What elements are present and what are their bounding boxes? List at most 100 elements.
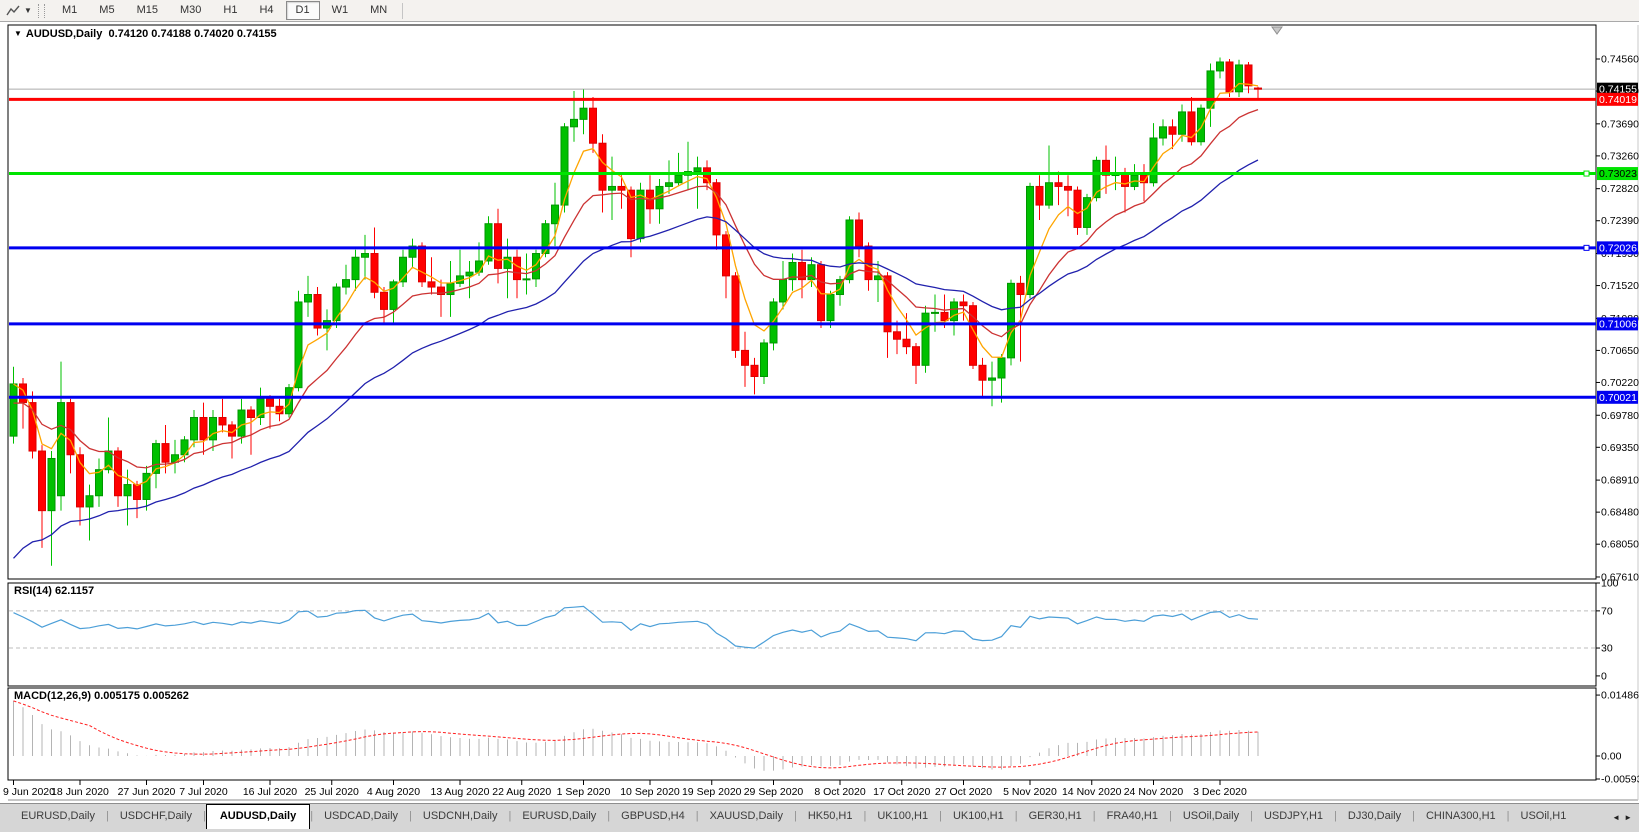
rsi-value: 62.1157 [54, 585, 95, 597]
chart-tab-china300-h1[interactable]: CHINA300,H1 [1425, 810, 1496, 822]
svg-text:0.73260: 0.73260 [1601, 150, 1639, 162]
svg-text:0.73023: 0.73023 [1599, 168, 1637, 180]
toolbar-separator [402, 2, 404, 19]
chart-tab-eurusd-daily[interactable]: EURUSD,Daily [522, 810, 597, 822]
tab-separator: | [409, 810, 412, 822]
macd-indicator-label: MACD(12,26,9) 0.005175 0.005262 [14, 690, 189, 702]
date-label: 8 Oct 2020 [814, 786, 866, 798]
chart-tab-xauusd-daily[interactable]: XAUUSD,Daily [709, 810, 783, 822]
chart-tab-ger30-h1[interactable]: GER30,H1 [1028, 810, 1082, 822]
ma-mid-line [13, 108, 1259, 469]
timeframe-button-m5[interactable]: M5 [99, 4, 115, 16]
tab-separator: | [105, 810, 109, 822]
chart-tab-uk100-h1[interactable]: UK100,H1 [952, 810, 1004, 822]
rsi-indicator-label: RSI(14) 62.1157 [14, 585, 94, 597]
tab-separator: | [793, 810, 797, 822]
macd-values: 0.005175 0.005262 [94, 690, 189, 702]
svg-text:0.68910: 0.68910 [1601, 475, 1639, 487]
chart-tools-dropdown-caret-icon[interactable]: ▼ [24, 6, 32, 15]
svg-text:0.68050: 0.68050 [1601, 539, 1639, 551]
tab-separator: | [607, 810, 611, 822]
svg-text:0.69780: 0.69780 [1601, 410, 1639, 422]
tab-separator: | [1506, 810, 1510, 822]
date-label: 19 Sep 2020 [682, 786, 742, 798]
chart-tab-audusd-daily[interactable]: AUDUSD,Daily [205, 804, 311, 829]
chart-tab-dj30-daily[interactable]: DJ30,Daily [1347, 810, 1402, 822]
svg-text:0.74019: 0.74019 [1599, 94, 1637, 106]
level-price-badge: 0.73023 [1597, 167, 1638, 181]
svg-text:30: 30 [1601, 643, 1613, 655]
timeframe-button-m1[interactable]: M1 [62, 4, 78, 16]
timeframe-button-d1[interactable]: D1 [285, 1, 320, 20]
chart-tab-usdchf-daily[interactable]: USDCHF,Daily [119, 810, 192, 822]
level-line-handle[interactable] [1583, 244, 1590, 251]
chart-canvas[interactable]: 0.745600.741300.736900.732600.728200.723… [0, 0, 1639, 803]
timeframe-button-group: M1 M5 M15 M30 H1 H4 D1 W1 MN [51, 1, 398, 20]
svg-text:0.67610: 0.67610 [1601, 571, 1639, 583]
chart-tab-eurusd-daily[interactable]: EURUSD,Daily [21, 810, 95, 822]
tab-separator: | [863, 810, 867, 822]
level-price-badge: 0.72026 [1597, 241, 1638, 255]
date-label: 18 Jun 2020 [51, 786, 109, 798]
toolbar-grip[interactable] [38, 3, 45, 18]
timeframe-button-w1[interactable]: W1 [331, 4, 349, 16]
price-axis: 0.745600.741300.736900.732600.728200.723… [1596, 54, 1639, 583]
date-label: 4 Aug 2020 [367, 786, 420, 798]
toolbar: ▼ M1 M5 M15 M30 H1 H4 D1 W1 MN [0, 0, 1639, 22]
level-line-0.73023[interactable] [9, 170, 1596, 177]
timeframe-button-m30[interactable]: M30 [179, 4, 202, 16]
date-label: 24 Nov 2020 [1124, 786, 1184, 798]
chart-tab-usdcnh-daily[interactable]: USDCNH,Daily [422, 810, 498, 822]
level-line-0.72026[interactable] [9, 244, 1596, 251]
date-label: 10 Sep 2020 [620, 786, 680, 798]
svg-text:100: 100 [1601, 578, 1619, 590]
chart-ohlc-values: 0.74120 0.74188 0.74020 0.74155 [108, 28, 277, 40]
chart-tab-usdjpy-h1[interactable]: USDJPY,H1 [1263, 810, 1324, 822]
timeframe-button-mn[interactable]: MN [370, 4, 388, 16]
tab-separator: | [202, 810, 206, 822]
chart-menu-caret-icon[interactable]: ▼ [14, 29, 22, 38]
date-label: 1 Sep 2020 [557, 786, 611, 798]
timeframe-button-h1[interactable]: H1 [223, 4, 238, 16]
tab-separator: | [695, 810, 699, 822]
svg-text:70: 70 [1601, 605, 1613, 617]
level-price-badge: 0.71006 [1597, 317, 1638, 331]
svg-text:0.72820: 0.72820 [1601, 183, 1639, 195]
date-label: 14 Nov 2020 [1062, 786, 1122, 798]
tab-scroll-left-button[interactable]: ◄ [1612, 813, 1625, 822]
date-label: 9 Jun 2020 [3, 786, 55, 798]
date-label: 17 Oct 2020 [873, 786, 930, 798]
tab-separator: | [1412, 810, 1415, 822]
ma-fast-line [13, 82, 1259, 487]
chart-tools-icon[interactable] [2, 2, 24, 20]
date-label: 27 Oct 2020 [935, 786, 992, 798]
svg-text:0.69350: 0.69350 [1601, 442, 1639, 454]
chart-tab-usoil-daily[interactable]: USOil,Daily [1182, 810, 1240, 822]
svg-text:0.70220: 0.70220 [1601, 377, 1639, 389]
timeframe-button-m15[interactable]: M15 [136, 4, 158, 16]
svg-text:0.00: 0.00 [1601, 751, 1622, 763]
level-line-handle[interactable] [1583, 170, 1590, 177]
svg-text:0.74560: 0.74560 [1601, 54, 1639, 66]
tab-separator: | [939, 810, 942, 822]
chart-tab-gbpusd-h4[interactable]: GBPUSD,H4 [621, 810, 685, 822]
chart-tab-hk50-h1[interactable]: HK50,H1 [807, 810, 853, 822]
chart-shift-marker[interactable] [1271, 26, 1283, 35]
horizontal-level-lines[interactable] [9, 97, 1596, 399]
tab-separator: | [1168, 810, 1172, 822]
chart-tab-usoil-h1[interactable]: USOil,H1 [1520, 810, 1567, 822]
date-label: 13 Aug 2020 [431, 786, 490, 798]
date-label: 5 Nov 2020 [1003, 786, 1057, 798]
chart-tab-fra40-h1[interactable]: FRA40,H1 [1106, 810, 1158, 822]
chart-tab-usdcad-daily[interactable]: USDCAD,Daily [324, 810, 399, 822]
svg-text:0.74155: 0.74155 [1599, 84, 1637, 96]
chart-tab-uk100-h1[interactable]: UK100,H1 [877, 810, 929, 822]
svg-text:0.73690: 0.73690 [1601, 118, 1639, 130]
chart-tabs: EURUSD,Daily | USDCHF,Daily | AUDUSD,Daily | U… [10, 804, 1577, 829]
tab-scroll-right-button[interactable]: ► [1624, 813, 1636, 822]
timeframe-button-h4[interactable]: H4 [259, 4, 274, 16]
rsi-line [13, 605, 1259, 649]
rsi-pane: 100 70 30 0 [9, 578, 1619, 682]
chart-title: ▼ AUDUSD,Daily 0.74120 0.74188 0.74020 0.… [14, 28, 277, 40]
current-price-badge: 0.74155 [1597, 82, 1638, 96]
